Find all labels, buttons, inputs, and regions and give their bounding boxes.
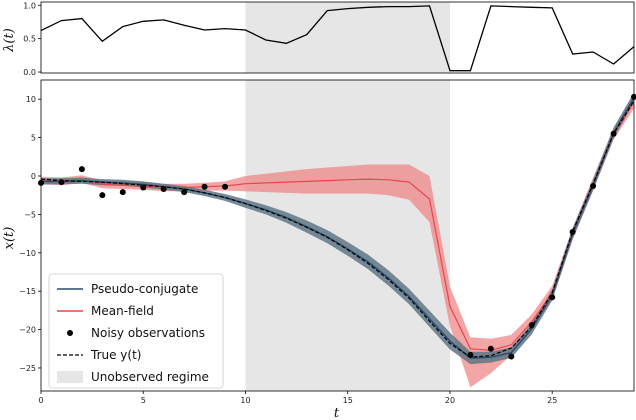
state-x-axis-label: t — [334, 406, 340, 420]
lambda-line — [40, 5, 635, 72]
observation-point — [201, 183, 208, 190]
lambda-axes-frame — [40, 1, 635, 74]
lambda-y-tick-label: 1.0 — [23, 1, 36, 10]
legend-label-pseudo-conjugate: Pseudo-conjugate — [91, 282, 198, 296]
state-panel: 0 5 10 15 20 25 10 5 0 −5 −10 −15 −20 −25 t x(t) — [2, 79, 636, 420]
observation-point — [487, 345, 494, 352]
true-y-line — [40, 100, 635, 358]
x-tick-label: 5 — [141, 396, 146, 405]
observation-point — [181, 189, 188, 196]
x-tick-label: 10 — [240, 396, 250, 405]
observation-point — [222, 183, 229, 190]
y-tick-label: −10 — [19, 249, 36, 258]
legend-swatch-unobserved-regime — [57, 371, 83, 383]
state-y-axis-label: x(t) — [2, 227, 17, 250]
y-tick-label: 10 — [26, 95, 36, 104]
y-tick-label: −5 — [24, 210, 36, 219]
observation-point — [631, 93, 636, 100]
state-lines-group — [40, 97, 635, 359]
x-tick-label: 25 — [547, 396, 557, 405]
lambda-y-ticks: 0.0 0.5 1.0 — [23, 1, 41, 77]
lambda-y-tick-label: 0.5 — [23, 35, 36, 44]
lambda-panel: 0.0 0.5 1.0 λ(t) — [2, 1, 635, 77]
legend-label-noisy-observations: Noisy observations — [91, 326, 205, 340]
lambda-series-group — [40, 5, 635, 72]
pseudo-conjugate-line — [41, 97, 635, 359]
x-tick-label: 15 — [343, 396, 353, 405]
legend-label-true-y: True y(t) — [90, 348, 141, 362]
state-x-ticks: 0 5 10 15 20 25 — [38, 391, 557, 405]
observation-point — [508, 353, 515, 360]
observation-point — [119, 189, 126, 196]
observation-point — [569, 229, 576, 236]
observation-point — [99, 192, 106, 199]
x-tick-label: 0 — [38, 396, 43, 405]
observation-point — [140, 184, 147, 191]
observation-point — [58, 179, 65, 186]
y-tick-label: 0 — [31, 172, 36, 181]
state-y-ticks: 10 5 0 −5 −10 −15 −20 −25 — [19, 95, 41, 373]
legend-swatch-noisy-observations — [67, 330, 73, 336]
state-unobserved-region — [245, 80, 450, 391]
y-tick-label: −20 — [19, 326, 36, 335]
lambda-y-axis-label: λ(t) — [2, 28, 17, 53]
legend-label-unobserved-regime: Unobserved regime — [91, 370, 209, 384]
observation-point — [78, 166, 85, 173]
observation-point — [610, 130, 617, 137]
y-tick-label: 5 — [31, 134, 36, 143]
y-tick-label: −25 — [19, 364, 36, 373]
legend-label-mean-field: Mean-field — [91, 304, 154, 318]
y-tick-label: −15 — [19, 287, 36, 296]
lambda-unobserved-region — [245, 2, 450, 73]
legend: Pseudo-conjugate Mean-field Noisy observ… — [48, 273, 224, 389]
observation-point — [590, 182, 597, 189]
observation-point — [549, 294, 556, 301]
x-tick-label: 20 — [445, 396, 455, 405]
lambda-y-tick-label: 0.0 — [23, 68, 36, 77]
observation-point — [467, 351, 474, 358]
state-axes-frame — [40, 79, 635, 392]
state-observations-group — [38, 93, 636, 360]
observation-point — [528, 321, 535, 328]
mean-field-line — [40, 101, 635, 351]
legend-box — [48, 273, 224, 389]
observation-point — [160, 186, 167, 193]
